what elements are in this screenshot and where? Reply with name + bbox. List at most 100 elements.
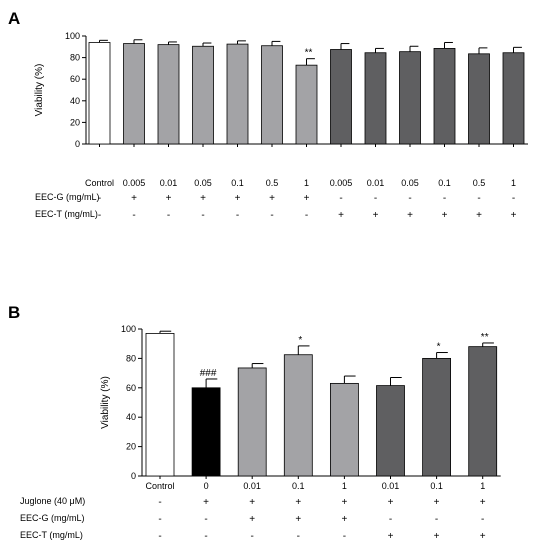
condition-sign: + bbox=[166, 193, 172, 204]
condition-sign: - bbox=[158, 531, 161, 542]
bar bbox=[88, 42, 111, 145]
bar bbox=[295, 64, 318, 145]
bar bbox=[329, 382, 359, 477]
condition-sign: + bbox=[249, 497, 255, 508]
condition-sign: + bbox=[373, 210, 379, 221]
chart-panel-b: 0 20 40 60 80 100 Viability (%) Control - - - ### 0 +… bbox=[20, 324, 501, 542]
condition-sign: + bbox=[480, 531, 486, 542]
y-tick-label: 40 bbox=[126, 412, 136, 422]
condition-sign: - bbox=[251, 531, 254, 542]
x-tick-label: 0.005 bbox=[123, 178, 146, 188]
condition-sign: + bbox=[476, 210, 482, 221]
x-tick-label: 0.5 bbox=[266, 178, 279, 188]
x-tick-label: 0.05 bbox=[194, 178, 212, 188]
condition-sign: + bbox=[388, 531, 394, 542]
x-tick-label: 0.1 bbox=[430, 481, 443, 491]
condition-sign: - bbox=[158, 514, 161, 525]
bar bbox=[433, 48, 456, 145]
condition-sign: + bbox=[442, 210, 448, 221]
condition-sign: + bbox=[295, 497, 301, 508]
condition-sign: - bbox=[374, 193, 377, 204]
bar bbox=[422, 357, 452, 477]
condition-sign: + bbox=[407, 210, 413, 221]
bar bbox=[502, 52, 525, 145]
x-tick-label: 0.1 bbox=[231, 178, 244, 188]
condition-label: EEC-G (mg/mL) bbox=[35, 192, 100, 202]
condition-sign: + bbox=[511, 210, 517, 221]
condition-sign: - bbox=[132, 210, 135, 221]
x-tick-label: 0.05 bbox=[401, 178, 419, 188]
condition-sign: + bbox=[480, 497, 486, 508]
significance-marker: ** bbox=[481, 332, 489, 343]
condition-sign: - bbox=[297, 531, 300, 542]
x-tick-label: 0.01 bbox=[367, 178, 385, 188]
condition-label: EEC-G (mg/mL) bbox=[20, 513, 85, 523]
condition-sign: - bbox=[512, 193, 515, 204]
bar bbox=[364, 52, 387, 145]
condition-sign: - bbox=[270, 210, 273, 221]
x-tick-label: 0.01 bbox=[382, 481, 400, 491]
bar bbox=[376, 385, 405, 477]
x-tick-label: Control bbox=[85, 178, 114, 188]
bar bbox=[226, 43, 249, 145]
condition-sign: - bbox=[339, 193, 342, 204]
condition-sign: + bbox=[249, 514, 255, 525]
condition-sign: + bbox=[434, 531, 440, 542]
x-tick-label: 0.01 bbox=[243, 481, 261, 491]
condition-sign: - bbox=[389, 514, 392, 525]
bar bbox=[468, 53, 490, 145]
condition-sign: - bbox=[443, 193, 446, 204]
bar bbox=[123, 43, 145, 145]
condition-sign: + bbox=[269, 193, 275, 204]
y-tick-label: 100 bbox=[65, 31, 80, 41]
condition-sign: + bbox=[434, 497, 440, 508]
x-tick-label: 0.1 bbox=[438, 178, 451, 188]
y-tick-label: 0 bbox=[75, 139, 80, 149]
condition-sign: + bbox=[341, 497, 347, 508]
bar bbox=[283, 354, 313, 477]
y-tick-label: 60 bbox=[70, 74, 80, 84]
bar bbox=[191, 387, 221, 477]
condition-sign: - bbox=[201, 210, 204, 221]
x-tick-label: 1 bbox=[304, 178, 309, 188]
y-tick-label: 60 bbox=[126, 383, 136, 393]
bar bbox=[330, 49, 352, 145]
condition-sign: + bbox=[235, 193, 241, 204]
condition-sign: - bbox=[98, 210, 101, 221]
condition-sign: - bbox=[481, 514, 484, 525]
x-tick-label: 1 bbox=[511, 178, 516, 188]
y-tick-label: 0 bbox=[131, 471, 136, 481]
condition-sign: - bbox=[167, 210, 170, 221]
condition-sign: - bbox=[204, 514, 207, 525]
significance-marker: * bbox=[437, 342, 441, 353]
condition-sign: + bbox=[200, 193, 206, 204]
x-tick-label: 1 bbox=[342, 481, 347, 491]
y-tick-label: 80 bbox=[126, 353, 136, 363]
condition-sign: + bbox=[295, 514, 301, 525]
bar bbox=[468, 346, 498, 477]
condition-sign: - bbox=[204, 531, 207, 542]
condition-label: Juglone (40 μM) bbox=[20, 496, 85, 506]
x-tick-label: 0 bbox=[204, 481, 209, 491]
x-tick-label: 1 bbox=[480, 481, 485, 491]
condition-sign: + bbox=[338, 210, 344, 221]
condition-sign: + bbox=[203, 497, 209, 508]
y-axis-title: Viability (%) bbox=[34, 64, 45, 117]
y-tick-label: 20 bbox=[70, 117, 80, 127]
condition-label: EEC-T (mg/mL) bbox=[20, 530, 83, 540]
condition-sign: + bbox=[388, 497, 394, 508]
x-tick-label: 0.5 bbox=[473, 178, 486, 188]
x-tick-label: 0.1 bbox=[292, 481, 305, 491]
significance-marker: ### bbox=[200, 368, 217, 379]
bar bbox=[261, 45, 283, 145]
y-tick-label: 40 bbox=[70, 96, 80, 106]
y-axis-title: Viability (%) bbox=[100, 376, 111, 429]
condition-sign: + bbox=[341, 514, 347, 525]
bar bbox=[145, 333, 175, 477]
bar bbox=[157, 44, 180, 145]
chart-panel-a: 0 20 40 60 80 100 Viability (%) Control - - 0.005 +… bbox=[34, 31, 528, 221]
condition-sign: - bbox=[408, 193, 411, 204]
condition-sign: + bbox=[304, 193, 310, 204]
significance-marker: * bbox=[298, 335, 302, 346]
